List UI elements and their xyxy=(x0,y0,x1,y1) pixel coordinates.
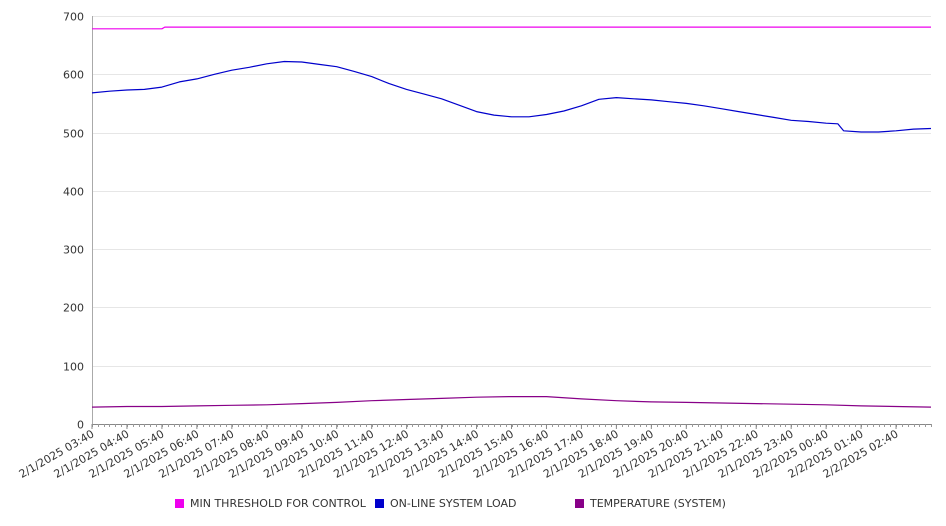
series-line-min-threshold-for-control xyxy=(92,26,931,30)
y-tick-label: 600 xyxy=(63,69,84,82)
y-tick-label: 700 xyxy=(63,11,84,24)
y-tick-label: 200 xyxy=(63,302,84,315)
y-tick-label: 400 xyxy=(63,186,84,199)
legend-item-system-load: ON-LINE SYSTEM LOAD xyxy=(375,497,516,510)
series-line-on-line-system-load xyxy=(91,60,932,133)
x-tick-labels: 2/1/2025 03:402/1/2025 04:402/1/2025 05:… xyxy=(17,427,901,481)
series-line-temperature-system xyxy=(91,396,932,408)
legend-label-temperature: TEMPERATURE (SYSTEM) xyxy=(590,497,726,510)
legend-item-min-threshold: MIN THRESHOLD FOR CONTROL xyxy=(175,497,366,510)
axes xyxy=(91,16,932,429)
legend-swatch-system-load xyxy=(375,499,384,508)
series-lines xyxy=(91,26,932,408)
legend-swatch-min-threshold xyxy=(175,499,184,508)
y-tick-label: 0 xyxy=(77,419,84,432)
y-tick-label: 100 xyxy=(63,361,84,374)
y-tick-label: 500 xyxy=(63,128,84,141)
y-tick-label: 300 xyxy=(63,244,84,257)
y-tick-labels: 0 100 200 300 400 500 600 700 xyxy=(63,11,84,432)
legend: MIN THRESHOLD FOR CONTROL ON-LINE SYSTEM… xyxy=(0,497,946,517)
grid-lines xyxy=(92,16,931,367)
legend-item-temperature: TEMPERATURE (SYSTEM) xyxy=(575,497,726,510)
legend-swatch-temperature xyxy=(575,499,584,508)
legend-label-system-load: ON-LINE SYSTEM LOAD xyxy=(390,497,517,510)
legend-label-min-threshold: MIN THRESHOLD FOR CONTROL xyxy=(190,497,366,510)
